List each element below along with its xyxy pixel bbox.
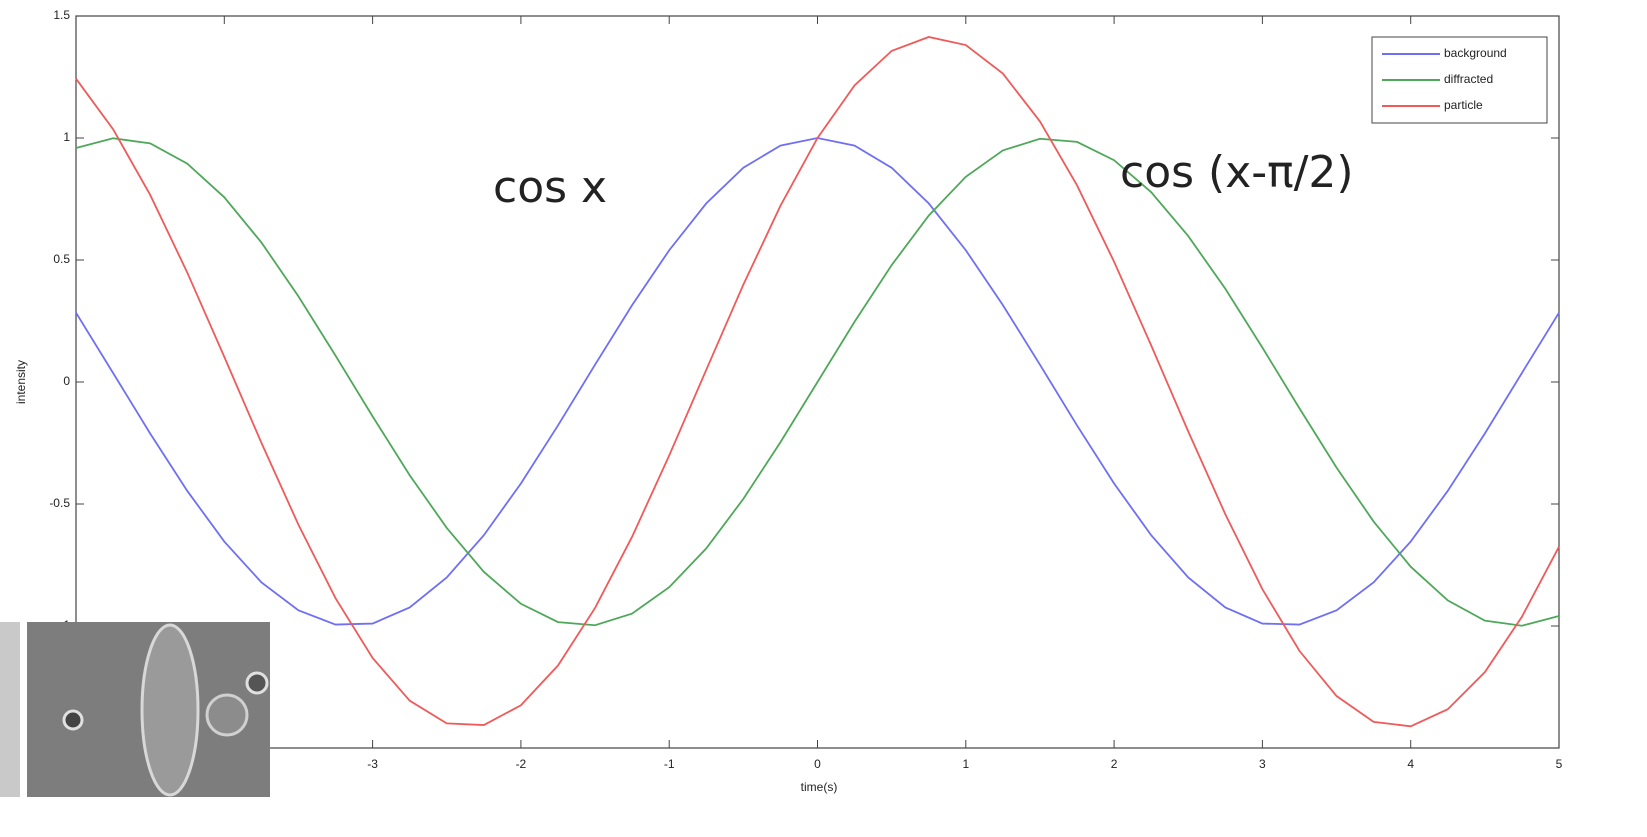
y-tick-label: 1 <box>63 130 70 144</box>
x-tick-label: 3 <box>1259 757 1266 771</box>
x-tick-label: 1 <box>962 757 969 771</box>
x-tick-label: -3 <box>367 757 378 771</box>
series-line <box>75 137 1560 627</box>
image-strip <box>0 622 20 797</box>
plot-area: -5-4-3-2-1012345-1.5-1-0.500.511.5backgr… <box>49 8 1562 771</box>
cell <box>205 693 249 737</box>
x-tick-label: 0 <box>814 757 821 771</box>
cell <box>140 623 200 797</box>
y-tick-label: 0.5 <box>53 252 70 266</box>
annotation: cos (x-π/2) <box>1120 147 1354 198</box>
inset-images <box>0 622 270 797</box>
y-tick-label: 0 <box>63 374 70 388</box>
x-tick-label: 4 <box>1407 757 1414 771</box>
x-tick-label: 2 <box>1111 757 1118 771</box>
legend-label: particle <box>1444 98 1483 112</box>
x-tick-label: -1 <box>664 757 675 771</box>
cell <box>245 671 269 695</box>
cell <box>62 709 84 731</box>
series-line <box>75 36 1560 728</box>
y-tick-label: -0.5 <box>49 496 70 510</box>
legend: background diffracted particle <box>1371 36 1548 124</box>
y-axis-label: intensity <box>14 360 28 404</box>
legend-label: background <box>1444 46 1507 60</box>
x-axis-label: time(s) <box>801 780 838 794</box>
x-tick-label: -2 <box>516 757 527 771</box>
legend-label: diffracted <box>1444 72 1493 86</box>
y-tick-label: 1.5 <box>53 8 70 22</box>
annotation: cos x <box>493 162 607 213</box>
x-tick-label: 5 <box>1556 757 1563 771</box>
